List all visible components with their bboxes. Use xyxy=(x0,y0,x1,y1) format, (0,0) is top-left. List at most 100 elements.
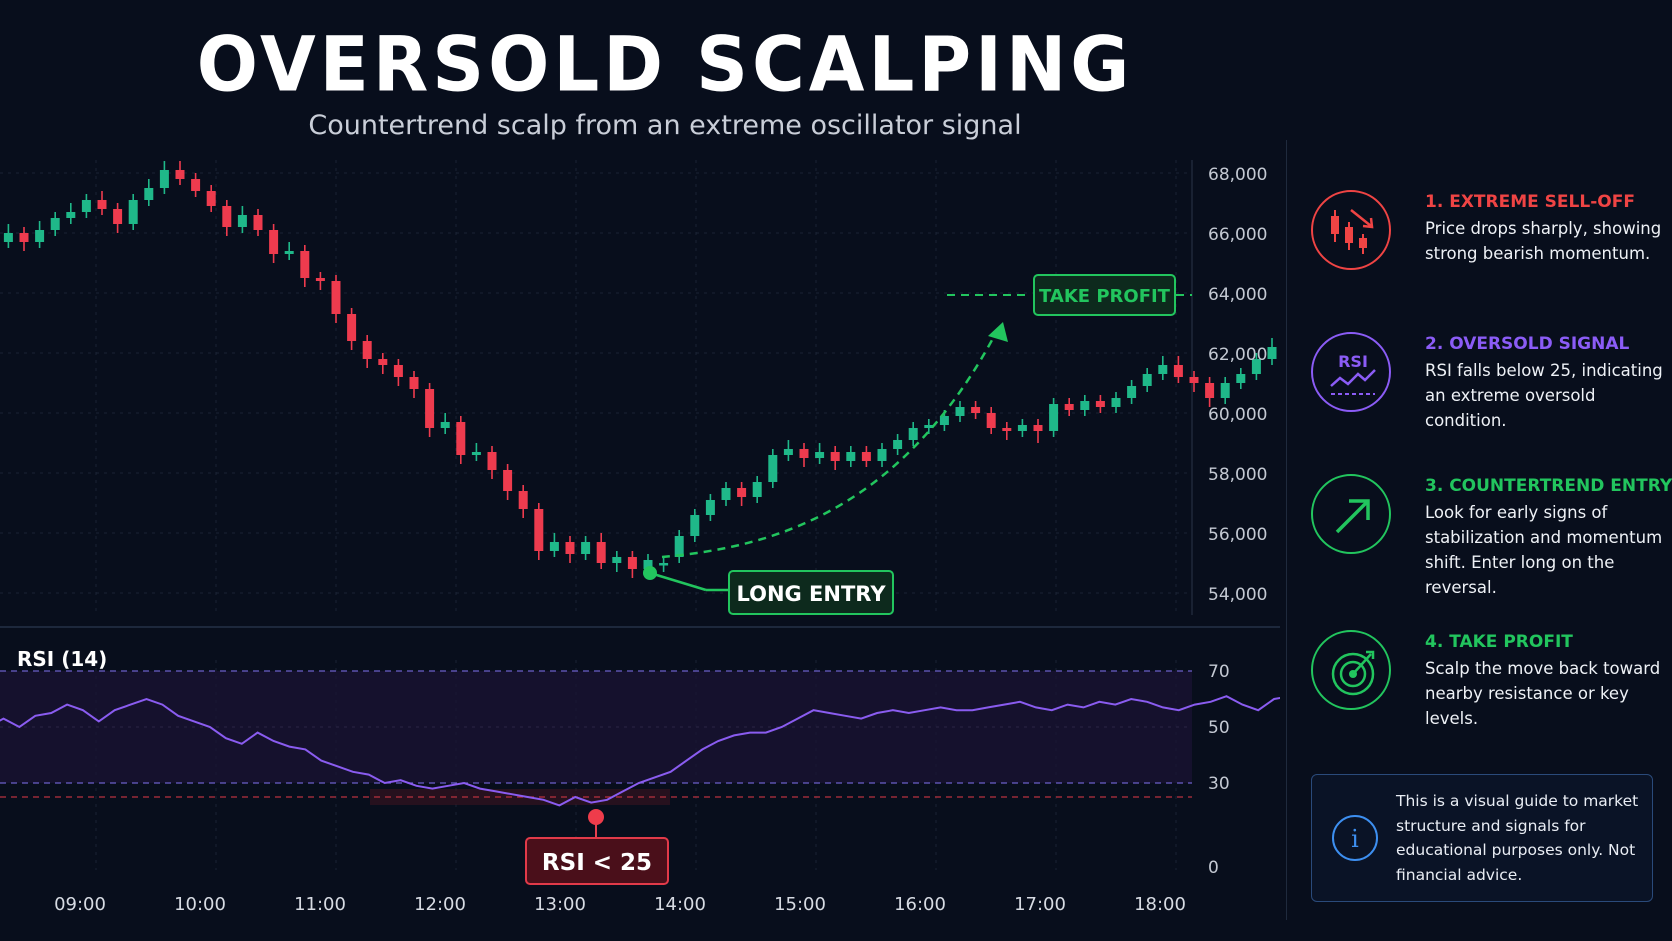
candle-body xyxy=(128,200,138,224)
x-tick-label: 12:00 xyxy=(414,894,466,915)
x-tick-label: 10:00 xyxy=(174,894,226,915)
candle xyxy=(627,551,637,578)
candle-body xyxy=(50,218,60,230)
step-3-desc: Look for early signs of stabilization an… xyxy=(1425,503,1663,597)
candle xyxy=(128,194,138,230)
candle xyxy=(1267,338,1277,365)
arrow-head xyxy=(988,322,1008,342)
candle-body xyxy=(534,509,544,551)
candle-body xyxy=(721,488,731,500)
candle xyxy=(815,443,825,464)
candle xyxy=(1002,422,1012,440)
chart-area: LONG ENTRY TAKE PROFIT RSI < 25 68,000 66,0… xyxy=(0,160,1280,915)
x-tick-label: 11:00 xyxy=(294,894,346,915)
candle xyxy=(721,482,731,506)
candle xyxy=(440,413,450,434)
candle-body xyxy=(596,542,606,563)
annotations: LONG ENTRY TAKE PROFIT RSI < 25 xyxy=(525,274,1192,885)
candle-body xyxy=(97,200,107,209)
candle xyxy=(1236,368,1246,389)
candle-body xyxy=(159,170,169,188)
candle-body xyxy=(971,407,981,413)
step-1-title: 1. EXTREME SELL-OFF xyxy=(1425,192,1635,212)
take-profit-label: TAKE PROFIT xyxy=(1039,286,1171,307)
candle xyxy=(986,407,996,434)
rsi-signal-label: RSI < 25 xyxy=(542,850,652,876)
step-3-title: 3. COUNTERTREND ENTRY xyxy=(1425,476,1672,496)
candle xyxy=(581,536,591,560)
candle xyxy=(1111,392,1121,413)
candle xyxy=(799,443,809,467)
candle-body xyxy=(1251,359,1261,374)
candle xyxy=(222,200,232,236)
candle xyxy=(1049,398,1059,437)
arrow-up-right-icon xyxy=(1311,474,1391,554)
rsi-tick-label: 70 xyxy=(1208,662,1230,682)
candle-body xyxy=(331,281,341,314)
step-4-desc: Scalp the move back toward nearby resist… xyxy=(1425,659,1661,728)
step-2-desc: RSI falls below 25, indicating an extrem… xyxy=(1425,361,1663,430)
profit-path-arrow xyxy=(661,324,1002,559)
long-entry-label: LONG ENTRY xyxy=(736,582,886,606)
candle xyxy=(347,308,357,350)
candle xyxy=(1158,356,1168,380)
candle-body xyxy=(908,428,918,440)
rsi-series xyxy=(0,695,1280,807)
candle-body xyxy=(1017,425,1027,431)
candle-body xyxy=(1205,383,1215,398)
entry-point-marker xyxy=(643,566,657,580)
candle-body xyxy=(659,563,669,566)
info-icon: i xyxy=(1332,815,1378,861)
candle xyxy=(659,557,669,572)
x-tick-label: 14:00 xyxy=(654,894,706,915)
candle-body xyxy=(191,179,201,191)
candle-body xyxy=(986,413,996,428)
candle-body xyxy=(378,359,388,365)
candle xyxy=(955,401,965,422)
candle xyxy=(1173,356,1183,383)
candle-body xyxy=(924,425,934,428)
candle xyxy=(159,161,169,194)
rsi-icon: RSI xyxy=(1311,332,1391,412)
candle-body xyxy=(799,449,809,458)
candle-body xyxy=(846,452,856,461)
rsi-tick-label: 0 xyxy=(1208,858,1219,878)
candle-body xyxy=(393,365,403,377)
candle xyxy=(97,191,107,215)
candle-body xyxy=(939,416,949,425)
candle xyxy=(113,203,123,233)
candle-body xyxy=(1064,404,1074,410)
candle xyxy=(50,212,60,236)
candle xyxy=(409,371,419,398)
candle xyxy=(206,185,216,212)
candle xyxy=(1095,395,1105,413)
price-tick-label: 66,000 xyxy=(1208,225,1267,245)
candle xyxy=(596,533,606,569)
candle xyxy=(1142,368,1152,392)
candle-body xyxy=(830,452,840,461)
candle xyxy=(830,446,840,470)
candle-body xyxy=(565,542,575,554)
candle-body xyxy=(893,440,903,449)
candle-body xyxy=(300,251,310,278)
candle xyxy=(81,194,91,218)
candle xyxy=(1189,371,1199,392)
rsi-signal-box xyxy=(525,837,669,885)
candle xyxy=(471,443,481,461)
candle-body xyxy=(503,470,513,491)
price-tick-label: 54,000 xyxy=(1208,585,1267,605)
candle xyxy=(300,245,310,287)
candle xyxy=(908,422,918,446)
candle xyxy=(1064,398,1074,416)
x-tick-label: 16:00 xyxy=(894,894,946,915)
rsi-tick-label: 30 xyxy=(1208,774,1230,794)
candle-body xyxy=(1173,365,1183,377)
candle xyxy=(35,221,45,248)
candle xyxy=(253,209,263,236)
price-tick-label: 68,000 xyxy=(1208,165,1267,185)
candle-body xyxy=(877,449,887,461)
candle-body xyxy=(113,209,123,224)
falling-candles-icon xyxy=(1311,190,1391,270)
candle xyxy=(1017,419,1027,437)
candle-body xyxy=(690,515,700,536)
